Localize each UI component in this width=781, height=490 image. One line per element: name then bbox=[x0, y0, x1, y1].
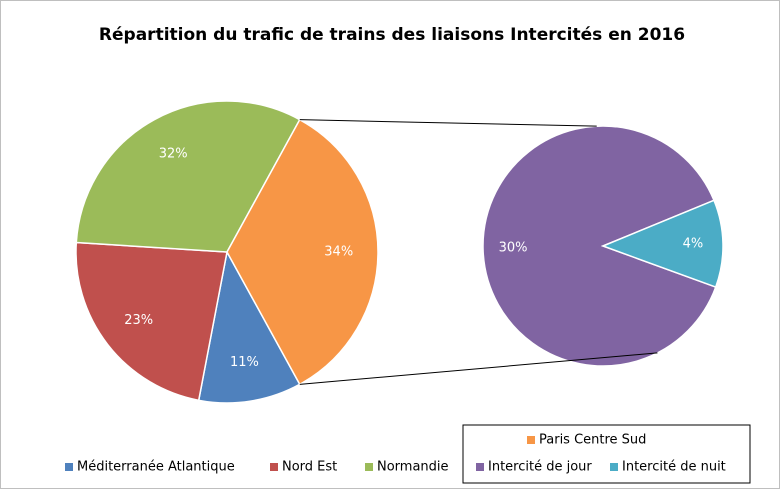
legend-marker bbox=[610, 463, 618, 471]
pie-slice bbox=[226, 118, 379, 386]
pie-slice bbox=[482, 125, 717, 367]
legend-label: Intercité de nuit bbox=[622, 460, 726, 475]
legend-label: Paris Centre Sud bbox=[539, 433, 646, 448]
legend-marker bbox=[527, 436, 535, 444]
pie-slice bbox=[75, 241, 228, 402]
value-label: 34% bbox=[324, 245, 353, 260]
legend-marker bbox=[476, 463, 484, 471]
legend-label: Normandie bbox=[377, 460, 449, 475]
legend-label: Nord Est bbox=[282, 460, 337, 475]
legend-marker bbox=[65, 463, 73, 471]
value-label: 11% bbox=[230, 355, 259, 370]
legend-label: Méditerranée Atlantique bbox=[77, 460, 235, 475]
connector bbox=[299, 119, 597, 127]
value-label: 23% bbox=[124, 313, 153, 328]
pie-slice bbox=[197, 249, 301, 404]
pie-slice bbox=[75, 100, 301, 253]
chart-title: Répartition du trafic de trains des liai… bbox=[99, 25, 685, 45]
pie-slice bbox=[600, 199, 724, 289]
legend-marker bbox=[270, 463, 278, 471]
legend-box bbox=[462, 424, 751, 484]
legend-label: Intercité de jour bbox=[488, 460, 592, 475]
connector bbox=[299, 352, 658, 385]
value-label: 32% bbox=[159, 147, 188, 162]
legend-marker bbox=[365, 463, 373, 471]
value-label: 30% bbox=[499, 240, 528, 255]
value-label: 4% bbox=[683, 237, 704, 252]
